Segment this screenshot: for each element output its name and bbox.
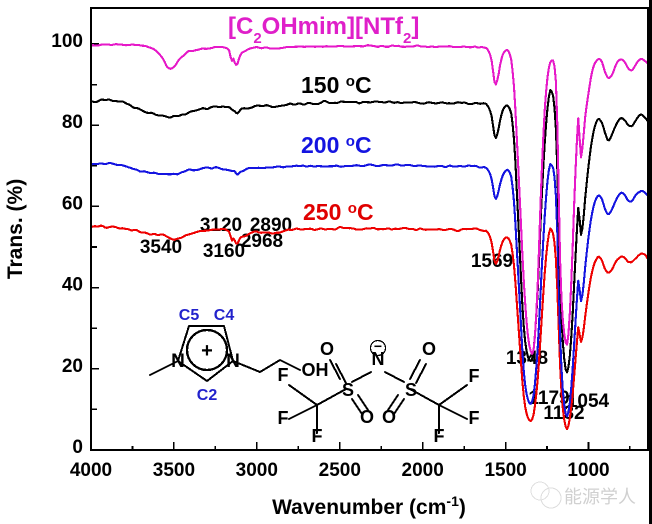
svg-text:O: O	[360, 407, 374, 427]
svg-text:N: N	[171, 351, 185, 372]
svg-text:200 oC: 200 oC	[301, 132, 372, 158]
svg-text:4000: 4000	[70, 460, 112, 481]
svg-text:3160: 3160	[203, 241, 245, 262]
svg-text:1569: 1569	[471, 251, 513, 272]
svg-text:1500: 1500	[484, 460, 526, 481]
svg-text:+: +	[201, 340, 213, 362]
svg-text:F: F	[278, 408, 289, 428]
svg-text:S: S	[405, 380, 417, 400]
svg-text:1000: 1000	[567, 460, 609, 481]
svg-text:60: 60	[62, 193, 83, 214]
svg-text:Wavenumber (cm-1): Wavenumber (cm-1)	[272, 493, 466, 519]
svg-text:O: O	[382, 407, 396, 427]
svg-text:S: S	[342, 380, 354, 400]
svg-text:OH: OH	[302, 360, 329, 380]
svg-text:20: 20	[62, 356, 83, 377]
svg-text:80: 80	[62, 112, 83, 133]
svg-text:250 oC: 250 oC	[303, 199, 374, 225]
svg-text:40: 40	[62, 275, 83, 296]
svg-text:F: F	[434, 426, 445, 446]
svg-text:F: F	[278, 365, 289, 385]
svg-text:能源学人: 能源学人	[564, 487, 636, 507]
svg-text:O: O	[320, 339, 334, 359]
svg-text:F: F	[469, 366, 480, 386]
svg-text:150 oC: 150 oC	[301, 72, 372, 98]
svg-text:3000: 3000	[236, 460, 278, 481]
svg-text:100: 100	[51, 31, 83, 52]
svg-text:F: F	[469, 408, 480, 428]
svg-text:N: N	[226, 351, 240, 372]
svg-text:2500: 2500	[319, 460, 361, 481]
svg-text:C5: C5	[179, 307, 200, 324]
svg-text:2000: 2000	[402, 460, 444, 481]
svg-text:3120: 3120	[200, 215, 242, 236]
svg-text:0: 0	[72, 437, 83, 458]
svg-text:3500: 3500	[153, 460, 195, 481]
svg-text:Trans. (%): Trans. (%)	[4, 179, 27, 279]
svg-text:F: F	[312, 426, 323, 446]
svg-text:C4: C4	[214, 307, 235, 324]
svg-text:[C2OHmim][NTf2]: [C2OHmim][NTf2]	[228, 13, 419, 47]
svg-text:C2: C2	[197, 387, 218, 404]
svg-text:O: O	[422, 339, 436, 359]
